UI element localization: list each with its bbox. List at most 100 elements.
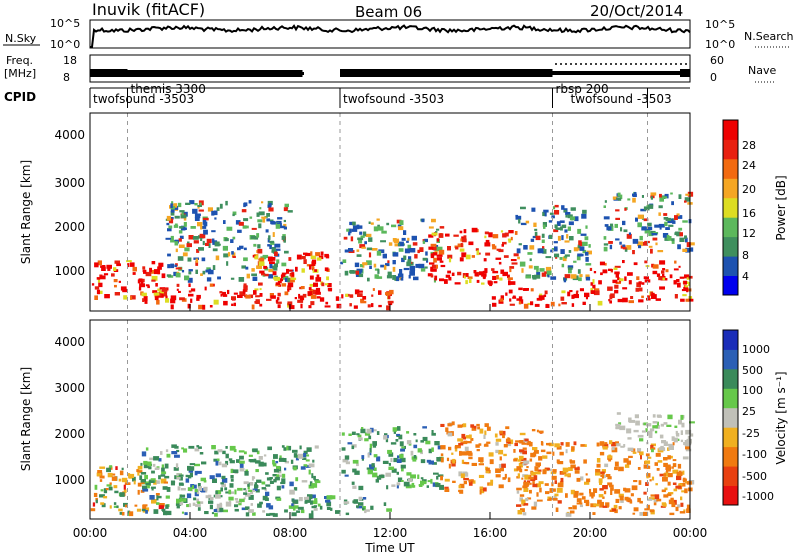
data-cell [263, 454, 267, 457]
data-cell [428, 226, 434, 229]
data-cell [604, 442, 608, 445]
data-cell [409, 248, 416, 253]
colorbar-swatch [723, 120, 738, 140]
data-cell [492, 302, 497, 307]
data-cell [198, 304, 203, 310]
data-cell [214, 241, 220, 247]
data-cell [307, 494, 313, 500]
data-cell [683, 509, 686, 512]
data-cell [685, 285, 688, 288]
data-cell [407, 259, 412, 262]
data-cell [396, 484, 399, 489]
data-cell [542, 246, 545, 249]
data-cell [232, 211, 237, 216]
data-cell [622, 220, 626, 226]
data-cell [614, 284, 619, 289]
data-cell [149, 495, 155, 500]
data-cell [674, 215, 678, 220]
data-cell [188, 445, 195, 449]
data-cell [211, 238, 215, 243]
data-cell [683, 442, 686, 446]
data-cell [245, 506, 250, 510]
data-cell [622, 260, 625, 264]
data-cell [243, 247, 247, 251]
vel-cbar-tick-m1000: -1000 [742, 490, 774, 503]
data-cell [141, 292, 147, 297]
data-cell [600, 474, 603, 477]
noise-sky-line [90, 24, 691, 48]
data-cell [478, 443, 482, 446]
data-cell [281, 473, 286, 478]
data-cell [257, 503, 262, 508]
data-cell [623, 444, 626, 447]
data-cell [458, 442, 464, 446]
data-cell [312, 265, 315, 269]
noise-left-tick-top: 10^5 [50, 17, 80, 30]
data-cell [310, 301, 315, 306]
data-cell [561, 235, 564, 241]
data-cell [156, 502, 160, 505]
data-cell [286, 268, 289, 274]
data-cell [527, 302, 533, 305]
data-cell [177, 256, 184, 261]
data-cell [465, 273, 469, 277]
vel-cbar-tick-m25: -25 [742, 427, 760, 440]
data-cell [107, 268, 111, 271]
data-cell [251, 273, 257, 277]
data-cell [470, 479, 474, 482]
data-cell [461, 433, 466, 439]
data-cell [606, 226, 612, 231]
data-cell [406, 240, 409, 243]
data-cell [275, 223, 281, 229]
data-cell [171, 201, 174, 205]
data-cell [174, 223, 178, 227]
data-cell [428, 234, 434, 238]
data-cell [517, 459, 522, 462]
colorbar-swatch [723, 178, 738, 199]
data-cell [418, 484, 423, 487]
data-cell [615, 498, 620, 503]
data-cell [650, 291, 653, 297]
data-cell [385, 292, 391, 296]
data-cell [666, 424, 672, 427]
data-cell [362, 296, 367, 300]
data-cell [602, 443, 609, 448]
data-cell [632, 250, 635, 255]
data-cell [526, 480, 531, 483]
data-cell [237, 487, 243, 491]
data-cell [266, 298, 272, 301]
data-cell [165, 449, 169, 453]
data-cell [573, 293, 579, 299]
data-cell [484, 235, 487, 239]
data-cell [431, 447, 434, 452]
data-cell [99, 479, 103, 482]
noise-left-tick-bottom: 10^0 [50, 38, 80, 51]
data-cell [515, 215, 522, 220]
data-cell [622, 247, 627, 250]
data-cell [400, 277, 404, 281]
data-cell [306, 447, 312, 452]
data-cell [229, 483, 234, 488]
data-cell [362, 263, 365, 268]
data-cell [126, 260, 132, 263]
data-cell [353, 499, 359, 504]
data-cell [287, 288, 290, 292]
data-cell [671, 240, 675, 244]
data-cell [206, 238, 212, 244]
data-cell [293, 453, 298, 458]
data-cell [554, 210, 560, 215]
data-cell [281, 262, 287, 267]
data-cell [253, 476, 256, 479]
data-cell [231, 252, 236, 258]
data-cell [100, 275, 106, 280]
data-cell [520, 222, 527, 226]
data-cell [95, 499, 98, 504]
data-cell [516, 466, 522, 471]
data-cell [471, 255, 475, 258]
data-cell [609, 440, 613, 445]
data-cell [505, 426, 510, 430]
data-cell [287, 285, 292, 291]
data-cell [230, 239, 234, 243]
data-cell [357, 293, 363, 297]
data-cell [431, 462, 437, 465]
